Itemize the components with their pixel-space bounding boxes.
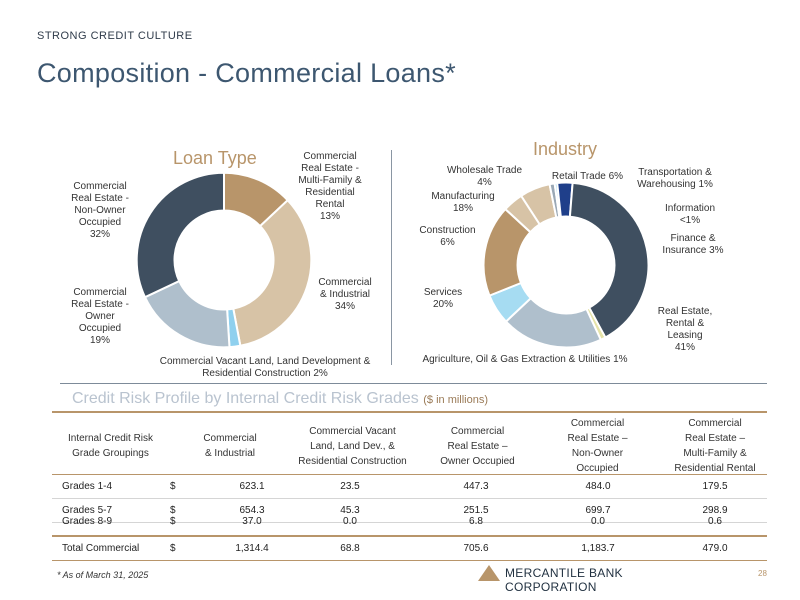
- donut-slice-commercial-real-estate-non-owner-occupied: [135, 171, 225, 299]
- cell-non-owner: 0.0: [591, 516, 605, 527]
- cell-ci: 623.1: [239, 481, 265, 492]
- chart-divider: [391, 150, 392, 365]
- industry-label-manufacturing: Manufacturing 18%: [431, 191, 495, 214]
- table-header-ci: Commercial & Industrial: [203, 433, 257, 459]
- industry-label-real-estate: Real Estate, Rental & Leasing 41%: [657, 306, 713, 353]
- table-header-owner-occupied: Commercial Real Estate – Owner Occupied: [440, 426, 515, 467]
- industry-label-retail: Retail Trade 6%: [551, 171, 624, 182]
- cell-vacant: 45.3: [340, 505, 360, 516]
- row-label: Grades 1-4: [62, 481, 113, 492]
- logo-text: MERCANTILE BANK CORPORATION: [505, 566, 623, 594]
- donut-slice-real-estate-rental-leasing: [568, 181, 650, 339]
- cell-vacant: 0.0: [343, 516, 357, 527]
- cell-multifamily: 0.6: [708, 516, 722, 527]
- loan-label-non-owner-occupied: Commercial Real Estate - Non-Owner Occup…: [71, 181, 129, 240]
- cell-multifamily: 479.0: [702, 543, 728, 554]
- table-header-grade: Internal Credit Risk Grade Groupings: [67, 433, 154, 459]
- industry-chart-title: Industry: [533, 139, 598, 159]
- loan-type-chart-title: Loan Type: [173, 148, 257, 168]
- table-header-non-owner: Commercial Real Estate – Non-Owner Occup…: [567, 418, 628, 474]
- risk-table-units: ($ in millions): [423, 394, 489, 406]
- industry-label-information: Information <1%: [664, 203, 716, 226]
- table-row: Grades 8-9 $ 37.0 0.0 6.8 0.0 0.6: [52, 513, 767, 536]
- industry-label-agriculture: Agriculture, Oil & Gas Extraction & Util…: [422, 354, 628, 365]
- cell-ci: 37.0: [242, 516, 262, 527]
- industry-label-transportation: Transportation & Warehousing 1%: [637, 167, 713, 190]
- page-number: 28: [758, 569, 767, 578]
- cell-multifamily: 179.5: [702, 481, 728, 492]
- loan-label-multifamily: Commercial Real Estate - Multi-Family & …: [298, 151, 362, 222]
- row-label: Grades 5-7: [62, 505, 113, 516]
- risk-table-title-text: Credit Risk Profile by Internal Credit R…: [72, 390, 419, 407]
- page-title: Composition - Commercial Loans*: [37, 58, 456, 88]
- cell-vacant: 23.5: [340, 481, 360, 492]
- risk-table-title: Credit Risk Profile by Internal Credit R…: [72, 390, 488, 408]
- loan-type-donut-chart: [135, 171, 313, 349]
- row-dollar: $: [170, 481, 176, 492]
- donut-slice-commercial-industrial: [232, 198, 313, 347]
- cell-ci: 654.3: [239, 505, 265, 516]
- logo-triangle-icon: [478, 565, 500, 581]
- industry-label-finance: Finance & Insurance 3%: [662, 233, 724, 256]
- row-dollar: $: [170, 543, 176, 554]
- footnote: * As of March 31, 2025: [57, 570, 149, 580]
- loan-label-commercial-industrial: Commercial & Industrial 34%: [318, 277, 372, 312]
- cell-non-owner: 1,183.7: [581, 543, 615, 554]
- table-header-multifamily: Commercial Real Estate – Multi-Family & …: [674, 418, 756, 474]
- cell-owner: 251.5: [463, 505, 489, 516]
- cell-non-owner: 484.0: [585, 481, 611, 492]
- table-total-row: Total Commercial $ 1,314.4 68.8 705.6 1,…: [52, 535, 767, 561]
- row-label: Total Commercial: [62, 543, 140, 554]
- cell-owner: 6.8: [469, 516, 483, 527]
- table-top-rule: [52, 411, 767, 413]
- section-divider: [60, 383, 767, 384]
- cell-vacant: 68.8: [340, 543, 360, 554]
- cell-ci: 1,314.4: [235, 543, 269, 554]
- table-row: Grades 1-4 $ 623.1 23.5 447.3 484.0 179.…: [52, 475, 767, 499]
- industry-label-wholesale: Wholesale Trade 4%: [446, 165, 523, 188]
- row-dollar: $: [170, 505, 176, 516]
- loan-label-vacant-land: Commercial Vacant Land, Land Development…: [159, 356, 371, 379]
- industry-label-construction: Construction 6%: [419, 225, 476, 248]
- row-dollar: $: [170, 516, 176, 527]
- table-header-rule: [52, 474, 767, 475]
- table-header-vacant-land: Commercial Vacant Land, Land Dev., & Res…: [298, 426, 407, 467]
- cell-multifamily: 298.9: [702, 505, 728, 516]
- table-row: Grades 5-7 $ 654.3 45.3 251.5 699.7 298.…: [52, 499, 767, 523]
- donut-slice-wholesale-trade: [503, 194, 541, 234]
- loan-label-owner-occupied: Commercial Real Estate - Owner Occupied …: [71, 287, 129, 346]
- row-label: Grades 8-9: [62, 516, 113, 527]
- cell-non-owner: 699.7: [585, 505, 611, 516]
- industry-donut-chart: [482, 181, 650, 349]
- company-logo: MERCANTILE BANK CORPORATION: [478, 564, 708, 594]
- section-label: STRONG CREDIT CULTURE: [37, 30, 193, 42]
- cell-owner: 447.3: [463, 481, 489, 492]
- industry-label-services: Services 20%: [423, 287, 463, 310]
- cell-owner: 705.6: [463, 543, 489, 554]
